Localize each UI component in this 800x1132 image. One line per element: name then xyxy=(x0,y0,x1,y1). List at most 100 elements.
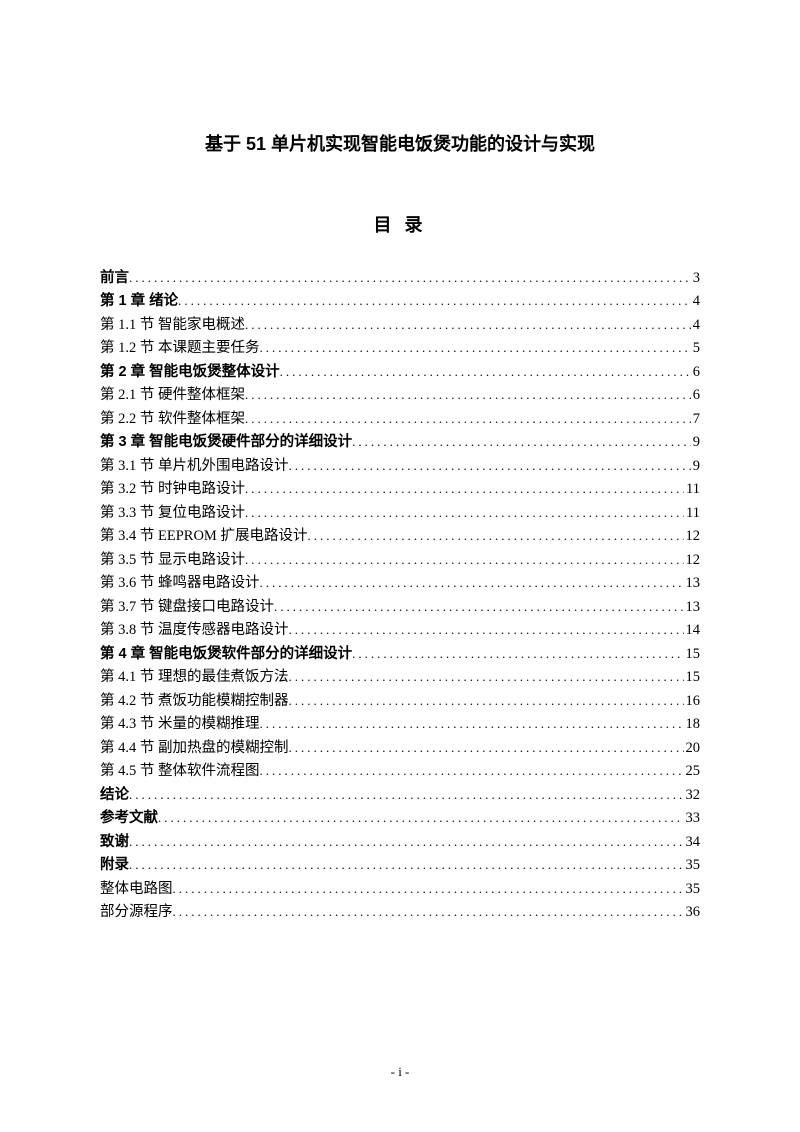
toc-dots xyxy=(260,572,684,593)
toc-entry-label: 附录 xyxy=(100,854,129,877)
toc-dots xyxy=(289,455,691,476)
toc-dots xyxy=(289,690,684,711)
toc-dots xyxy=(274,596,684,617)
toc-dots xyxy=(352,431,691,452)
toc-entry-label: 第 3.1 节 单片机外围电路设计 xyxy=(100,455,289,478)
toc-entry-page: 4 xyxy=(691,290,700,313)
toc-entry-label: 第 1.1 节 智能家电概述 xyxy=(100,314,245,337)
toc-entry: 结论 32 xyxy=(100,784,700,807)
toc-entry-label: 第 3.6 节 蜂鸣器电路设计 xyxy=(100,572,260,595)
toc-entry-page: 13 xyxy=(684,596,701,619)
toc-entry-label: 第 3 章 智能电饭煲硬件部分的详细设计 xyxy=(100,431,352,454)
toc-dots xyxy=(260,760,684,781)
toc-entry: 第 2.1 节 硬件整体框架 6 xyxy=(100,384,700,407)
toc-entry-page: 7 xyxy=(691,408,700,431)
toc-entry: 第 3.5 节 显示电路设计 12 xyxy=(100,549,700,572)
toc-entry-label: 部分源程序 xyxy=(100,901,173,924)
toc-entry: 第 4 章 智能电饭煲软件部分的详细设计 15 xyxy=(100,643,700,666)
toc-entry-label: 第 3.4 节 EEPROM 扩展电路设计 xyxy=(100,525,307,548)
toc-entry-page: 35 xyxy=(684,854,701,877)
toc-entry-label: 第 4.2 节 煮饭功能模糊控制器 xyxy=(100,690,289,713)
toc-entry-page: 13 xyxy=(684,572,701,595)
toc-entry: 第 3 章 智能电饭煲硬件部分的详细设计 9 xyxy=(100,431,700,454)
toc-entry-label: 第 4.1 节 理想的最佳煮饭方法 xyxy=(100,666,289,689)
toc-entry-page: 9 xyxy=(691,431,700,454)
toc-entry: 前言 3 xyxy=(100,267,700,290)
toc-entry: 附录 35 xyxy=(100,854,700,877)
toc-entry: 第 4.5 节 整体软件流程图 25 xyxy=(100,760,700,783)
toc-dots xyxy=(173,878,684,899)
toc-entry: 第 3.6 节 蜂鸣器电路设计 13 xyxy=(100,572,700,595)
toc-dots xyxy=(245,478,684,499)
toc-entry-label: 第 3.2 节 时钟电路设计 xyxy=(100,478,245,501)
toc-entry-label: 第 4.4 节 副加热盘的模糊控制 xyxy=(100,737,289,760)
toc-entry: 第 4.4 节 副加热盘的模糊控制 20 xyxy=(100,737,700,760)
toc-entry-page: 14 xyxy=(684,619,701,642)
toc-dots xyxy=(352,643,683,664)
toc-entry-page: 18 xyxy=(684,713,701,736)
toc-entry: 第 1.1 节 智能家电概述 4 xyxy=(100,314,700,337)
toc-entry: 第 3.3 节 复位电路设计 11 xyxy=(100,502,700,525)
toc-entry-page: 15 xyxy=(684,666,701,689)
toc-dots xyxy=(260,337,691,358)
toc-entry: 第 3.7 节 键盘接口电路设计 13 xyxy=(100,596,700,619)
toc-entry-label: 第 1 章 绪论 xyxy=(100,290,178,313)
document-title: 基于 51 单片机实现智能电饭煲功能的设计与实现 xyxy=(100,130,700,156)
toc-entry: 第 3.2 节 时钟电路设计 11 xyxy=(100,478,700,501)
toc-entry-label: 第 3.7 节 键盘接口电路设计 xyxy=(100,596,274,619)
toc-entry-page: 11 xyxy=(684,478,700,501)
toc-entry-label: 第 4.3 节 米量的模糊推理 xyxy=(100,713,260,736)
page-footer: - i - xyxy=(0,1064,800,1080)
toc-entry-label: 第 4.5 节 整体软件流程图 xyxy=(100,760,260,783)
toc-entry-page: 36 xyxy=(684,901,701,924)
toc-entry-page: 6 xyxy=(691,384,700,407)
toc-entry-page: 5 xyxy=(691,337,700,360)
toc-entry: 第 1 章 绪论 4 xyxy=(100,290,700,313)
toc-entry-label: 第 4 章 智能电饭煲软件部分的详细设计 xyxy=(100,643,352,666)
toc-list: 前言 3第 1 章 绪论 4第 1.1 节 智能家电概述 4第 1.2 节 本课… xyxy=(100,267,700,925)
toc-entry-page: 20 xyxy=(684,737,701,760)
toc-entry-page: 6 xyxy=(691,361,700,384)
toc-entry: 第 4.2 节 煮饭功能模糊控制器 16 xyxy=(100,690,700,713)
toc-entry-page: 33 xyxy=(684,807,701,830)
toc-dots xyxy=(129,831,684,852)
toc-entry-label: 第 2.2 节 软件整体框架 xyxy=(100,408,245,431)
toc-entry-label: 第 3.5 节 显示电路设计 xyxy=(100,549,245,572)
toc-entry: 第 4.1 节 理想的最佳煮饭方法 15 xyxy=(100,666,700,689)
toc-dots xyxy=(129,854,684,875)
toc-entry: 致谢 34 xyxy=(100,831,700,854)
toc-entry: 第 1.2 节 本课题主要任务 5 xyxy=(100,337,700,360)
toc-entry-page: 4 xyxy=(691,314,700,337)
toc-dots xyxy=(178,290,691,311)
toc-dots xyxy=(260,713,684,734)
toc-entry: 部分源程序 36 xyxy=(100,901,700,924)
toc-entry: 第 2.2 节 软件整体框架 7 xyxy=(100,408,700,431)
toc-entry-page: 35 xyxy=(684,878,701,901)
toc-entry-label: 第 2 章 智能电饭煲整体设计 xyxy=(100,361,280,384)
toc-entry-label: 整体电路图 xyxy=(100,878,173,901)
toc-entry-page: 12 xyxy=(684,549,701,572)
toc-entry-page: 11 xyxy=(684,502,700,525)
toc-dots xyxy=(289,666,684,687)
toc-entry-label: 前言 xyxy=(100,267,129,290)
toc-entry-page: 12 xyxy=(684,525,701,548)
toc-dots xyxy=(158,807,684,828)
toc-entry-label: 第 3.3 节 复位电路设计 xyxy=(100,502,245,525)
toc-dots xyxy=(289,619,684,640)
toc-entry-page: 9 xyxy=(691,455,700,478)
toc-entry-label: 第 2.1 节 硬件整体框架 xyxy=(100,384,245,407)
toc-dots xyxy=(280,361,691,382)
toc-entry-page: 15 xyxy=(684,643,701,666)
toc-dots xyxy=(245,549,684,570)
toc-entry: 整体电路图 35 xyxy=(100,878,700,901)
toc-dots xyxy=(245,502,684,523)
toc-entry-page: 16 xyxy=(684,690,701,713)
toc-dots xyxy=(245,408,691,429)
toc-entry-label: 第 1.2 节 本课题主要任务 xyxy=(100,337,260,360)
toc-entry-page: 25 xyxy=(684,760,701,783)
toc-entry-label: 致谢 xyxy=(100,831,129,854)
toc-entry-page: 34 xyxy=(684,831,701,854)
toc-entry-label: 第 3.8 节 温度传感器电路设计 xyxy=(100,619,289,642)
toc-dots xyxy=(245,384,691,405)
toc-entry-label: 结论 xyxy=(100,784,129,807)
